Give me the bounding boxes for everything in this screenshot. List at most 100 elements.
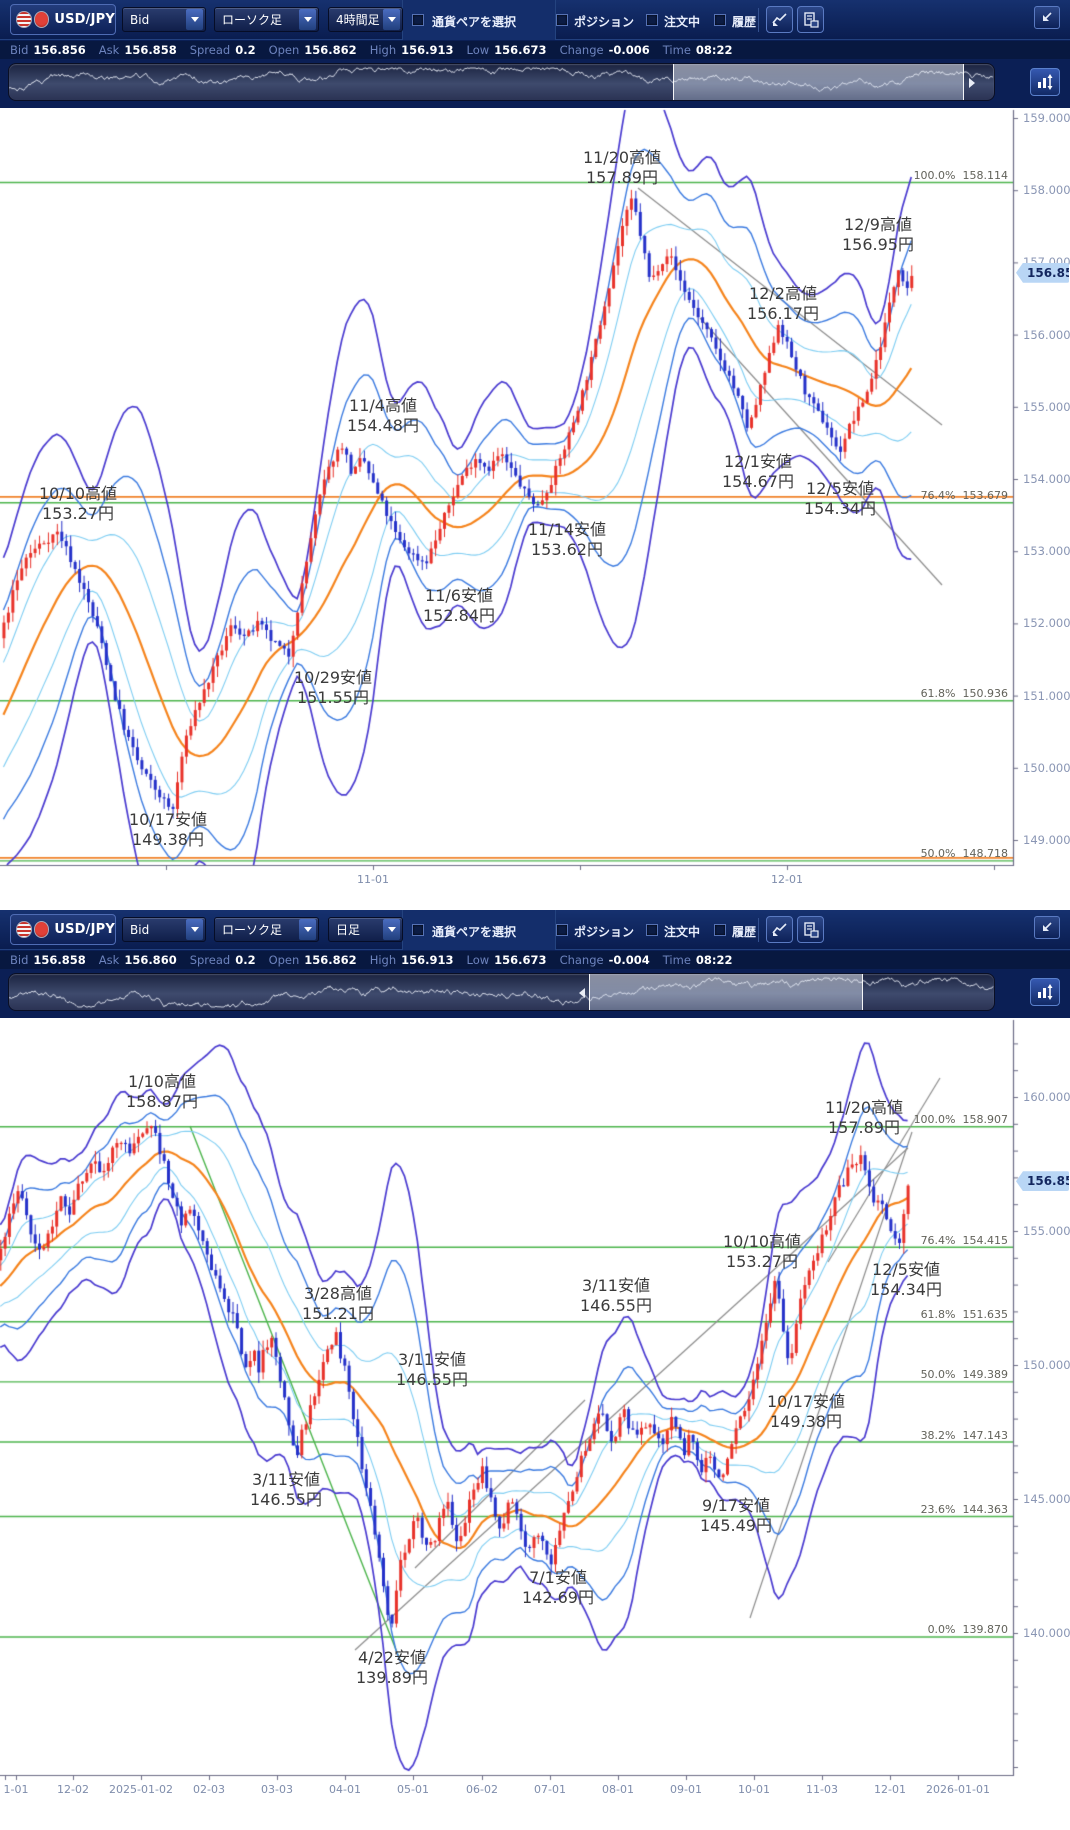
pair-select-label[interactable]: 通貨ペアを選択: [432, 15, 517, 29]
quote-field-label: Ask: [98, 43, 120, 57]
quote-field-value: 156.913: [401, 953, 454, 967]
pair-select-tile: [402, 0, 556, 40]
chart-scale-icon-button[interactable]: [1030, 68, 1060, 96]
currency-pair-label: USD/JPY: [54, 922, 115, 937]
quote-field-label: Change: [559, 953, 604, 967]
us-flag-icon: [16, 921, 32, 938]
dock-window-icon-button[interactable]: [1034, 916, 1060, 939]
quote-field-value: 156.858: [33, 953, 86, 967]
currency-pair-chip[interactable]: USD/JPY: [10, 4, 116, 35]
order-list-icon-button[interactable]: [797, 6, 824, 33]
timeframe-select[interactable]: 4時間足: [328, 7, 403, 32]
quote-field-label: Spread: [189, 953, 231, 967]
quote-field-label: Time: [662, 43, 691, 57]
quote-field-value: 156.858: [124, 43, 177, 57]
slider-selected-range[interactable]: [673, 64, 964, 100]
quote-field-value: 156.860: [124, 953, 177, 967]
quote-field-value: 08:22: [695, 953, 733, 967]
chevron-down-icon: [383, 919, 400, 940]
quote-field-value: 0.2: [235, 953, 256, 967]
chevron-down-icon: [186, 919, 203, 940]
japan-flag-icon: [33, 921, 50, 938]
toolbar-divider: [758, 8, 759, 32]
filter-label[interactable]: ポジション: [574, 925, 635, 939]
filter-label[interactable]: 履歴: [732, 15, 757, 29]
chevron-down-icon: [299, 919, 316, 940]
quote-field-label: Spread: [189, 43, 231, 57]
quote-bar-daily: Bid 156.858 Ask 156.860 Spread 0.2 Open 156.862…: [0, 951, 1070, 969]
quote-field-value: 156.862: [304, 953, 357, 967]
scale-chart-icon: [1038, 74, 1053, 90]
chevron-down-icon: [383, 9, 400, 30]
popup-chart-icon-button[interactable]: [766, 6, 793, 33]
pair-select-checkbox[interactable]: [412, 924, 424, 936]
quote-field-value: 08:22: [695, 43, 733, 57]
order-list-icon-button[interactable]: [797, 916, 824, 943]
quote-field-label: Open: [268, 43, 300, 57]
quote-field-value: -0.004: [608, 953, 650, 967]
quote-field-value: 156.862: [304, 43, 357, 57]
filter-checkbox[interactable]: [646, 14, 658, 26]
filter-label[interactable]: 注文中: [664, 15, 701, 29]
scale-chart-icon: [1038, 984, 1053, 1000]
currency-pair-chip[interactable]: USD/JPY: [10, 914, 116, 945]
pair-select-tile: [402, 910, 556, 950]
quote-field-label: Low: [466, 43, 490, 57]
filter-label[interactable]: 履歴: [732, 925, 757, 939]
us-flag-icon: [16, 11, 32, 28]
filter-checkbox[interactable]: [714, 924, 726, 936]
chevron-down-icon: [186, 9, 203, 30]
filter-checkbox[interactable]: [556, 924, 568, 936]
quote-field-value: 156.673: [494, 43, 547, 57]
pair-select-label[interactable]: 通貨ペアを選択: [432, 925, 517, 939]
overview-slider-track[interactable]: [8, 973, 995, 1011]
filter-checkbox[interactable]: [646, 924, 658, 936]
quote-field-value: -0.006: [608, 43, 650, 57]
price-side-select[interactable]: Bid: [122, 7, 206, 32]
popup-chart-icon: [772, 923, 787, 936]
chart-type-select[interactable]: ローソク足: [214, 7, 319, 32]
dock-window-icon-button[interactable]: [1034, 6, 1060, 29]
chart-type-select[interactable]: ローソク足: [214, 917, 319, 942]
quote-field-label: Bid: [10, 953, 29, 967]
price-side-select[interactable]: Bid: [122, 917, 206, 942]
popup-chart-icon-button[interactable]: [766, 916, 793, 943]
order-list-icon: [803, 11, 819, 28]
japan-flag-icon: [33, 11, 50, 28]
range-slider-area-daily: [0, 969, 1070, 1018]
toolbar-4h: USD/JPY Bid ローソク足 4時間足 通貨ペアを選択: [0, 0, 1070, 40]
quote-bar-4h: Bid 156.856 Ask 156.858 Spread 0.2 Open 156.862…: [0, 41, 1070, 59]
quote-field-value: 156.856: [33, 43, 86, 57]
filter-checkbox[interactable]: [714, 14, 726, 26]
overview-slider-track[interactable]: [8, 63, 995, 101]
chart-scale-icon-button[interactable]: [1030, 978, 1060, 1006]
slider-handle-icon[interactable]: [969, 78, 975, 88]
popup-chart-icon: [772, 13, 787, 26]
quote-field-label: Low: [466, 953, 490, 967]
timeframe-select[interactable]: 日足: [328, 917, 403, 942]
toolbar-divider: [758, 918, 759, 942]
slider-handle-icon[interactable]: [579, 988, 585, 998]
filter-checkbox[interactable]: [556, 14, 568, 26]
dock-arrow-icon: [1042, 12, 1052, 21]
quote-field-value: 0.2: [235, 43, 256, 57]
currency-pair-label: USD/JPY: [54, 12, 115, 27]
quote-field-label: Time: [662, 953, 691, 967]
quote-field-value: 156.913: [401, 43, 454, 57]
slider-selected-range[interactable]: [589, 974, 863, 1010]
range-slider-area-4h: [0, 59, 1070, 108]
chevron-down-icon: [299, 9, 316, 30]
filter-label[interactable]: ポジション: [574, 15, 635, 29]
pair-select-checkbox[interactable]: [412, 14, 424, 26]
quote-field-label: Open: [268, 953, 300, 967]
quote-field-label: High: [369, 43, 397, 57]
quote-field-label: Change: [559, 43, 604, 57]
dock-arrow-icon: [1042, 922, 1052, 931]
panel-daily-chrome: USD/JPY Bid ローソク足 日足 通貨ペアを選択: [0, 910, 1070, 1018]
quote-field-label: Bid: [10, 43, 29, 57]
filter-label[interactable]: 注文中: [664, 925, 701, 939]
quote-field-label: High: [369, 953, 397, 967]
panel-4h-chrome: USD/JPY Bid ローソク足 4時間足 通貨ペアを選択: [0, 0, 1070, 108]
toolbar-daily: USD/JPY Bid ローソク足 日足 通貨ペアを選択: [0, 910, 1070, 950]
